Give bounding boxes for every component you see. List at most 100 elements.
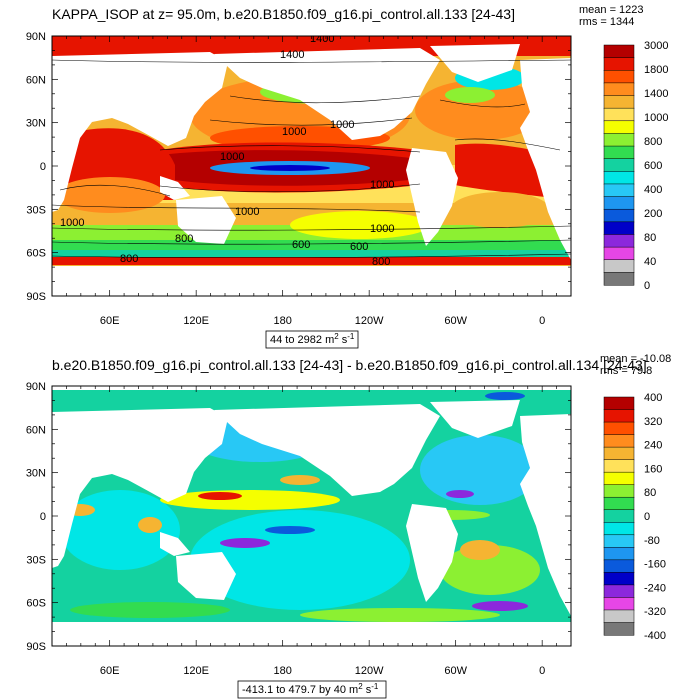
land-north-america (214, 48, 440, 140)
y-tick-label: 60N (26, 74, 46, 86)
contour-label: 800 (175, 233, 193, 245)
colorbar-swatch (603, 246, 635, 261)
y-tick-label: 0 (40, 161, 46, 173)
land-south-america (406, 148, 458, 246)
land-south-america (406, 504, 458, 602)
colorbar-label: 1000 (644, 112, 668, 124)
colorbar-label: 800 (644, 136, 662, 148)
field-blob (445, 87, 495, 103)
colorbar-swatch (603, 183, 635, 198)
x-tick-label: 120E (183, 315, 209, 327)
contour-label: 600 (292, 239, 310, 251)
range-exp-tail: -1 (371, 682, 379, 691)
colorbar-swatch (603, 421, 635, 436)
colorbar-label: -240 (644, 582, 666, 594)
y-tick-label: 0 (40, 511, 46, 523)
land-australia (176, 552, 236, 600)
y-tick-label: 90S (26, 641, 46, 653)
contour-line (209, 117, 413, 126)
x-tick-label: 0 (539, 665, 545, 677)
range-exp: 2 (334, 332, 339, 341)
land-greenland (430, 400, 520, 438)
land-antarctica (52, 266, 571, 296)
colorbar-swatch (603, 171, 635, 185)
colorbar-swatch (603, 107, 635, 122)
colorbar-swatch (603, 196, 635, 210)
panel-difference: b.e20.B1850.f09_g16.pi_control.all.133 [… (26, 353, 671, 699)
land-north-america (214, 404, 440, 496)
panel1-map: 1400 1400 1000 1000 1000 1000 1000 1000 … (52, 36, 571, 296)
field-blob (138, 517, 162, 533)
colorbar-swatch (603, 547, 635, 561)
range-exp: 2 (358, 682, 363, 691)
contour-labels: 1400 1400 1000 1000 1000 1000 1000 1000 … (60, 36, 394, 268)
contour-label: 600 (350, 241, 368, 253)
colorbar-label: 80 (644, 487, 656, 499)
colorbar-swatch (603, 446, 635, 461)
contour-label: 800 (120, 253, 138, 265)
colorbar-swatch (603, 208, 635, 223)
panel-kappa-isop: KAPPA_ISOP at z= 95.0m, b.e20.B1850.f09_… (26, 4, 668, 349)
colorbar-label: 0 (644, 280, 650, 292)
y-tick-label: 60S (26, 598, 46, 610)
panel1-x-ticks: 60E 120E 180 120W 60W 0 (66, 36, 557, 327)
colorbar-label: 160 (644, 463, 662, 475)
field-blob (160, 490, 340, 510)
colorbar-label: 400 (644, 392, 662, 404)
x-tick-label: 0 (539, 315, 545, 327)
x-tick-label: 120W (355, 665, 384, 677)
panel2-stat-rms: rms = 79.8 (600, 365, 652, 377)
colorbar-label: 1800 (644, 64, 668, 76)
field-blob (220, 538, 270, 548)
x-tick-label: 180 (273, 665, 291, 677)
colorbar-swatch (603, 133, 635, 147)
colorbar-swatch (603, 234, 635, 248)
field-blob (300, 608, 500, 622)
colorbar-label: 320 (644, 416, 662, 428)
range-units-tail: s (339, 334, 348, 346)
range-units-tail: s (363, 684, 372, 696)
x-tick-label: 180 (273, 315, 291, 327)
colorbar-label: 600 (644, 160, 662, 172)
field-blob (485, 392, 525, 400)
field-blob (198, 492, 242, 500)
colorbar-swatch (603, 272, 635, 286)
land-africa-europe (520, 414, 571, 616)
colorbar-swatch (603, 584, 635, 598)
contour-line (52, 253, 571, 259)
colorbar-swatch (603, 484, 635, 498)
field-blob (250, 165, 330, 171)
y-tick-label: 60S (26, 248, 46, 260)
field-blob (290, 211, 430, 239)
range-text: 44 to 2982 (270, 334, 322, 346)
colorbar-label: 80 (644, 232, 656, 244)
x-tick-label: 60W (444, 315, 467, 327)
colorbar-swatch (603, 158, 635, 172)
x-tick-label: 60W (444, 665, 467, 677)
colorbar-swatch (603, 259, 635, 273)
land-africa-europe (520, 58, 571, 260)
range-text: -413.1 to 479.7 by 40 (242, 684, 346, 696)
contour-line (52, 239, 571, 245)
colorbar-swatch (603, 82, 635, 97)
colorbar-label: 200 (644, 208, 662, 220)
colorbar-swatch (603, 396, 635, 411)
range-box (265, 330, 359, 349)
panel1-stat-mean: mean = 1223 (579, 4, 644, 16)
contour-label: 1000 (60, 217, 84, 229)
colorbar-swatch (603, 145, 635, 160)
field-blob (450, 192, 550, 228)
land-masses (52, 386, 571, 646)
contour-label: 800 (372, 256, 390, 268)
panel2-x-ticks: 60E 120E 180 120W 60W 0 (66, 386, 557, 677)
land-masses (52, 44, 571, 296)
colorbar-swatch (603, 95, 635, 109)
contour-line (59, 184, 171, 197)
panel2-range-box: -413.1 to 479.7 by 40 m2 s-1 (237, 680, 387, 699)
y-tick-label: 90N (26, 31, 46, 43)
field-blob (446, 490, 474, 498)
colorbar-swatch (603, 609, 635, 624)
y-tick-label: 60N (26, 424, 46, 436)
